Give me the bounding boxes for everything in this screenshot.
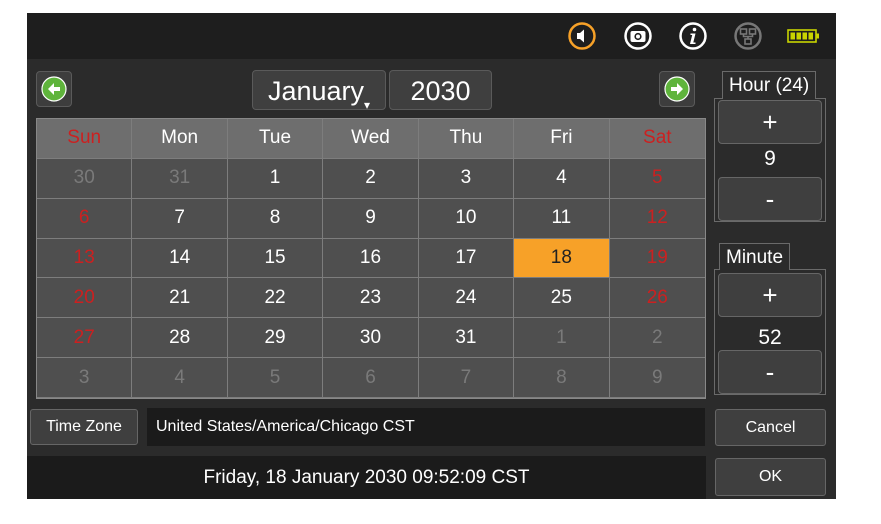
weekday-header: Mon: [132, 119, 228, 159]
day-cell[interactable]: 5: [227, 358, 324, 398]
info-icon[interactable]: [678, 21, 708, 51]
minute-panel: + 52 -: [714, 269, 826, 395]
day-cell[interactable]: 7: [418, 358, 515, 398]
year-selector[interactable]: 2030: [389, 70, 492, 110]
day-cell[interactable]: 28: [132, 318, 228, 359]
camera-icon[interactable]: [623, 21, 653, 51]
weekday-header: Wed: [323, 119, 419, 159]
hour-decrement-button[interactable]: -: [718, 177, 822, 221]
minute-decrement-button[interactable]: -: [718, 350, 822, 394]
battery-icon: [787, 27, 821, 45]
weekday-header: Tue: [227, 119, 324, 159]
day-cell[interactable]: 11: [514, 198, 610, 239]
day-cell[interactable]: 4: [514, 158, 610, 199]
day-cell[interactable]: 10: [418, 198, 515, 239]
arrow-left-icon: [41, 76, 67, 102]
day-cell[interactable]: 16: [323, 238, 419, 279]
day-cell[interactable]: 23: [323, 278, 419, 319]
network-icon[interactable]: [733, 21, 763, 51]
ok-button[interactable]: OK: [715, 458, 826, 496]
next-month-button[interactable]: [659, 71, 695, 107]
day-cell[interactable]: 7: [132, 198, 228, 239]
day-cell[interactable]: 6: [323, 358, 419, 398]
day-cell[interactable]: 17: [418, 238, 515, 279]
day-cell[interactable]: 3: [37, 358, 133, 398]
hour-value: 9: [764, 147, 776, 170]
day-cell[interactable]: 30: [323, 318, 419, 359]
day-cell[interactable]: 21: [132, 278, 228, 319]
device-screen: January▾ 2030 Sun Mon Tue Wed Thu Fri Sat 30 31 1…: [27, 13, 836, 499]
arrow-right-icon: [664, 76, 690, 102]
minute-value: 52: [758, 326, 782, 349]
day-cell[interactable]: 8: [514, 358, 610, 398]
year-label: 2030: [410, 76, 471, 106]
day-cell[interactable]: 1: [514, 318, 610, 359]
hour-label: Hour (24): [722, 71, 817, 99]
day-cell[interactable]: 2: [323, 158, 419, 199]
weekday-header: Sun: [37, 119, 133, 159]
day-cell[interactable]: 1: [227, 158, 324, 199]
day-cell[interactable]: 20: [37, 278, 133, 319]
selected-day-cell[interactable]: 18: [514, 238, 610, 279]
day-cell[interactable]: 2: [609, 318, 705, 359]
speaker-icon[interactable]: [567, 21, 597, 51]
month-selector[interactable]: January▾: [252, 70, 386, 112]
time-zone-field[interactable]: United States/America/Chicago CST: [147, 408, 705, 446]
hour-panel: + 9 -: [714, 98, 826, 222]
day-cell[interactable]: 29: [227, 318, 324, 359]
day-cell[interactable]: 26: [609, 278, 705, 319]
day-cell[interactable]: 9: [323, 198, 419, 239]
day-cell[interactable]: 27: [37, 318, 133, 359]
weekday-header: Sat: [609, 119, 705, 159]
calendar: January▾ 2030 Sun Mon Tue Wed Thu Fri Sat 30 31 1…: [33, 69, 706, 402]
day-cell[interactable]: 8: [227, 198, 324, 239]
dropdown-indicator-icon: ▾: [364, 98, 371, 112]
day-cell[interactable]: 31: [418, 318, 515, 359]
prev-month-button[interactable]: [36, 71, 72, 107]
day-cell[interactable]: 9: [609, 358, 705, 398]
weekday-header: Thu: [418, 119, 515, 159]
weekday-header: Fri: [514, 119, 610, 159]
day-cell[interactable]: 4: [132, 358, 228, 398]
time-zone-button[interactable]: Time Zone: [30, 409, 138, 445]
day-cell[interactable]: 5: [609, 159, 705, 199]
day-cell[interactable]: 31: [132, 158, 228, 199]
status-bar: [27, 13, 836, 59]
calendar-grid: Sun Mon Tue Wed Thu Fri Sat 30 31 1 2 3 4 5 6 7 8 9 10 11 12…: [36, 118, 706, 399]
day-cell[interactable]: 22: [227, 278, 324, 319]
day-cell[interactable]: 14: [132, 238, 228, 279]
day-cell[interactable]: 15: [227, 238, 324, 279]
month-label: January: [267, 76, 365, 106]
hour-increment-button[interactable]: +: [718, 100, 822, 144]
current-datetime-display: Friday, 18 January 2030 09:52:09 CST: [27, 456, 706, 499]
minute-increment-button[interactable]: +: [718, 273, 822, 317]
minute-label: Minute: [719, 243, 791, 270]
day-cell[interactable]: 3: [418, 158, 515, 199]
cancel-button[interactable]: Cancel: [715, 409, 826, 446]
day-cell[interactable]: 24: [418, 278, 515, 319]
day-cell[interactable]: 19: [609, 239, 705, 279]
day-cell[interactable]: 30: [37, 158, 133, 199]
day-cell[interactable]: 6: [37, 198, 133, 239]
day-cell[interactable]: 25: [514, 278, 610, 319]
day-cell[interactable]: 13: [37, 238, 133, 279]
day-cell[interactable]: 12: [609, 199, 705, 239]
